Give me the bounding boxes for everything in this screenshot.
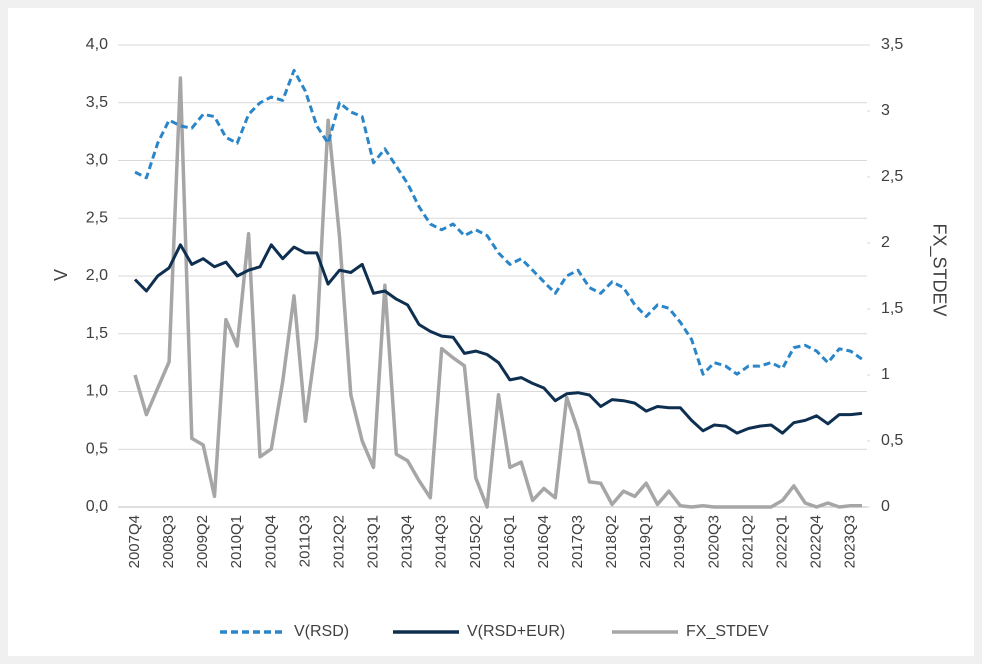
x-tick-label: 2018Q2 [603, 515, 620, 568]
x-tick-label: 2020Q3 [705, 515, 722, 568]
legend-label: FX_STDEV [686, 623, 769, 640]
x-tick-label: 2010Q1 [228, 515, 245, 568]
x-tick-label: 2017Q3 [569, 515, 586, 568]
x-tick-label: 2013Q4 [399, 515, 416, 568]
y2-tick-label: 0,5 [881, 432, 903, 449]
x-tick-label: 2016Q4 [535, 515, 552, 568]
x-tick-label: 2016Q1 [501, 515, 518, 568]
y2-tick-label: 3,5 [881, 36, 903, 53]
x-tick-label: 2019Q4 [671, 515, 688, 568]
x-tick-label: 2008Q3 [160, 515, 177, 568]
y-tick-label: 2,5 [86, 209, 108, 226]
y-axis-label: V [51, 269, 71, 281]
y2-tick-label: 1,5 [881, 300, 903, 317]
y2-tick-label: 2 [881, 234, 890, 251]
x-tick-label: 2019Q1 [637, 515, 654, 568]
x-tick-label: 2015Q2 [467, 515, 484, 568]
x-tick-label: 2009Q2 [194, 515, 211, 568]
y2-tick-label: 3 [881, 102, 890, 119]
x-tick-label: 2021Q2 [739, 515, 756, 568]
x-tick-label: 2014Q3 [433, 515, 450, 568]
y2-tick-label: 0 [881, 498, 890, 515]
y2-tick-label: 2,5 [881, 168, 903, 185]
y-tick-label: 0,0 [86, 498, 108, 515]
x-tick-label: 2022Q4 [808, 515, 825, 568]
x-tick-label: 2011Q3 [296, 515, 313, 567]
series-line [133, 76, 862, 509]
x-tick-label: 2022Q1 [773, 515, 790, 568]
series-line [134, 68, 863, 376]
x-tick-label: 2023Q3 [842, 515, 859, 568]
legend-label: V(RSD+EUR) [467, 623, 565, 640]
y-tick-label: 0,5 [86, 440, 108, 457]
y-tick-label: 1,5 [86, 325, 108, 342]
y-tick-label: 3,5 [86, 94, 108, 111]
x-tick-label: 2007Q4 [126, 515, 143, 568]
series-line [133, 243, 863, 435]
y2-axis-label: FX_STDEV [928, 223, 949, 316]
legend-label: V(RSD) [294, 623, 349, 640]
y2-tick-label: 1 [881, 366, 890, 383]
plot-panel [8, 8, 974, 656]
x-tick-label: 2013Q1 [365, 515, 382, 568]
y-tick-label: 3,0 [86, 152, 108, 169]
x-tick-label: 2010Q4 [262, 515, 279, 568]
x-tick-label: 2012Q2 [330, 515, 347, 568]
y-tick-label: 1,0 [86, 383, 108, 400]
y-tick-label: 2,0 [86, 267, 108, 284]
y-tick-label: 4,0 [86, 36, 108, 53]
